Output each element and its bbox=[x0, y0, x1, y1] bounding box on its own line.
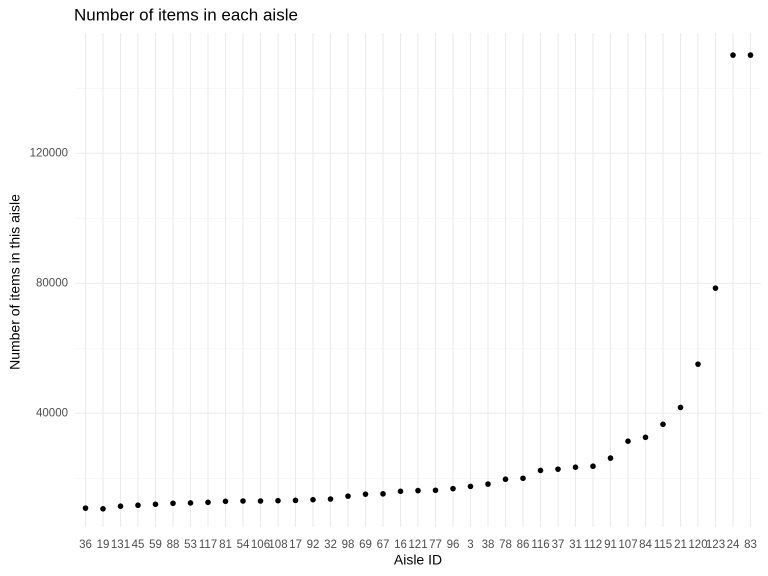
point bbox=[695, 361, 701, 367]
point bbox=[345, 493, 351, 499]
y-tick-label: 120000 bbox=[30, 147, 68, 159]
x-tick-label: 38 bbox=[482, 539, 495, 551]
x-tick-label: 31 bbox=[569, 539, 582, 551]
point bbox=[275, 497, 281, 504]
x-tick-label: 91 bbox=[604, 539, 617, 551]
point bbox=[502, 476, 509, 483]
point bbox=[660, 421, 666, 428]
point bbox=[555, 466, 561, 472]
point bbox=[677, 404, 684, 411]
point bbox=[747, 52, 754, 58]
chart-title: Number of items in each aisle bbox=[74, 5, 298, 24]
x-tick-label: 53 bbox=[184, 539, 197, 551]
point bbox=[572, 464, 579, 471]
point bbox=[117, 503, 124, 510]
x-tick-label: 115 bbox=[654, 539, 672, 551]
x-tick-label: 59 bbox=[149, 539, 162, 551]
x-tick-label: 116 bbox=[531, 539, 549, 551]
x-tick-label: 37 bbox=[552, 539, 565, 551]
point bbox=[520, 475, 526, 482]
point bbox=[730, 52, 736, 58]
point bbox=[380, 491, 386, 497]
point bbox=[222, 498, 229, 505]
point bbox=[415, 487, 421, 494]
x-tick-label: 88 bbox=[167, 539, 180, 551]
point bbox=[170, 500, 176, 507]
point bbox=[257, 498, 264, 504]
point bbox=[135, 502, 141, 509]
x-tick-label: 45 bbox=[132, 539, 145, 551]
point bbox=[607, 455, 614, 461]
x-axis-title: Aisle ID bbox=[394, 552, 442, 568]
point bbox=[152, 501, 159, 508]
x-tick-label: 36 bbox=[79, 539, 92, 551]
x-tick-label: 67 bbox=[377, 539, 390, 551]
x-tick-label: 83 bbox=[744, 539, 757, 551]
point bbox=[205, 499, 211, 506]
point bbox=[712, 285, 719, 291]
x-tick-label: 86 bbox=[517, 539, 530, 551]
x-tick-label: 98 bbox=[342, 539, 355, 551]
point bbox=[625, 438, 631, 445]
x-tick-label: 120 bbox=[688, 539, 707, 551]
point bbox=[397, 488, 404, 495]
x-tick-label: 112 bbox=[584, 539, 602, 551]
x-tick-label: 96 bbox=[447, 539, 460, 551]
point bbox=[450, 485, 456, 492]
y-tick-label: 40000 bbox=[36, 407, 68, 419]
x-tick-label: 108 bbox=[268, 539, 287, 551]
point bbox=[240, 498, 246, 504]
x-tick-label: 69 bbox=[359, 539, 372, 551]
x-tick-label: 24 bbox=[727, 539, 740, 551]
point bbox=[100, 506, 106, 512]
x-tick-label: 78 bbox=[499, 539, 512, 551]
point bbox=[187, 500, 194, 506]
point bbox=[642, 434, 649, 441]
x-tick-label: 107 bbox=[618, 539, 637, 551]
point bbox=[362, 491, 369, 497]
x-tick-label: 84 bbox=[639, 539, 652, 551]
x-tick-label: 106 bbox=[251, 539, 270, 551]
x-tick-label: 121 bbox=[408, 539, 427, 551]
point bbox=[432, 487, 439, 494]
x-tick-label: 92 bbox=[307, 539, 320, 551]
point bbox=[82, 505, 89, 511]
point bbox=[590, 463, 596, 470]
point bbox=[327, 496, 334, 502]
point bbox=[292, 497, 299, 504]
point bbox=[485, 481, 491, 487]
x-tick-label: 21 bbox=[674, 539, 687, 551]
x-tick-label: 123 bbox=[706, 539, 725, 551]
x-tick-label: 131 bbox=[111, 539, 130, 551]
point bbox=[537, 467, 544, 474]
x-tick-label: 17 bbox=[289, 539, 302, 551]
x-tick-label: 32 bbox=[324, 539, 337, 551]
point bbox=[467, 483, 474, 490]
x-tick-label: 16 bbox=[394, 539, 407, 551]
point bbox=[310, 496, 316, 503]
x-tick-label: 117 bbox=[199, 539, 217, 551]
x-tick-label: 77 bbox=[429, 539, 442, 551]
x-tick-label: 81 bbox=[219, 539, 232, 551]
y-tick-label: 80000 bbox=[36, 277, 68, 289]
x-tick-label: 19 bbox=[97, 539, 110, 551]
x-tick-label: 54 bbox=[237, 539, 250, 551]
x-tick-label: 3 bbox=[467, 539, 473, 551]
y-axis-title: Number of items in this aisle bbox=[7, 194, 23, 370]
